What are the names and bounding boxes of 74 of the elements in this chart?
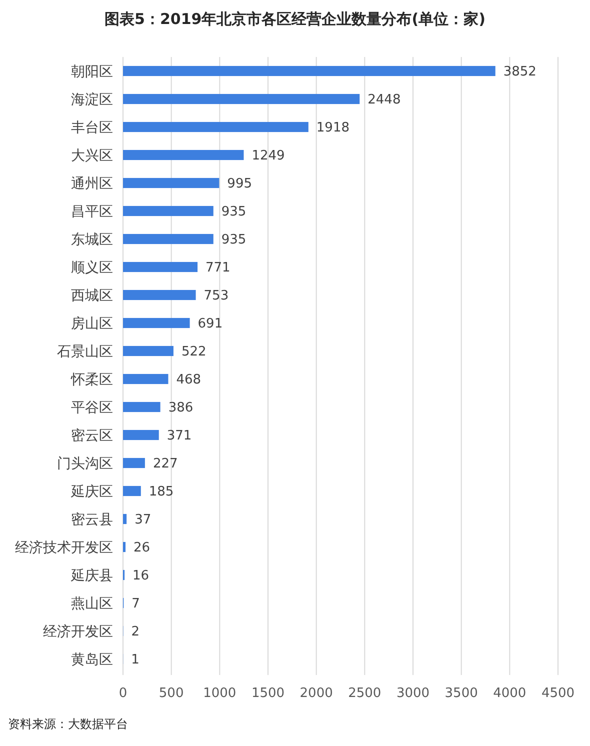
y-tick-label: 房山区 <box>71 316 113 332</box>
y-tick-label: 大兴区 <box>71 148 113 164</box>
bar <box>123 374 168 384</box>
y-tick-label: 燕山区 <box>71 596 113 612</box>
data-label: 753 <box>204 288 229 304</box>
x-tick-label: 500 <box>158 686 184 701</box>
y-tick-label: 密云县 <box>71 512 113 528</box>
bar <box>123 290 196 300</box>
data-label: 468 <box>176 372 202 388</box>
y-tick-label: 东城区 <box>71 232 113 248</box>
y-tick-label: 门头沟区 <box>57 456 113 472</box>
data-label: 2 <box>131 624 140 640</box>
bar <box>123 206 214 216</box>
bar <box>123 430 159 440</box>
y-tick-label: 昌平区 <box>71 204 113 220</box>
y-tick-label: 延庆区 <box>70 484 113 500</box>
bar <box>123 262 198 272</box>
y-tick-label: 怀柔区 <box>70 372 113 388</box>
bar <box>123 402 160 412</box>
bar <box>123 178 220 188</box>
bar <box>123 486 141 496</box>
bar <box>123 458 145 468</box>
bar <box>123 514 127 524</box>
data-label: 16 <box>132 568 150 584</box>
y-tick-label: 西城区 <box>71 288 113 304</box>
data-label: 691 <box>198 316 223 332</box>
data-label: 386 <box>168 400 194 416</box>
y-tick-label: 海淀区 <box>71 92 113 108</box>
bar <box>123 94 360 104</box>
y-tick-label: 石景山区 <box>57 344 113 360</box>
data-label: 1 <box>131 652 140 668</box>
y-tick-label: 延庆县 <box>70 568 113 584</box>
bar <box>123 234 214 244</box>
y-tick-label: 通州区 <box>71 176 113 192</box>
x-tick-label: 1000 <box>203 686 236 701</box>
bar <box>123 66 496 76</box>
data-label: 995 <box>227 176 252 192</box>
data-label: 2448 <box>368 92 401 108</box>
data-label: 522 <box>181 344 206 360</box>
data-label: 185 <box>148 484 174 500</box>
data-label: 7 <box>132 596 140 612</box>
y-tick-label: 平谷区 <box>71 400 113 416</box>
data-label: 371 <box>166 428 192 444</box>
x-tick-label: 4000 <box>493 686 526 701</box>
data-label: 935 <box>221 204 246 220</box>
y-tick-label: 朝阳区 <box>71 64 113 80</box>
data-label: 227 <box>152 456 178 472</box>
x-tick-label: 1500 <box>251 686 285 701</box>
data-label: 1249 <box>252 148 285 164</box>
text: 资料来源：大数据平台 <box>8 717 128 731</box>
x-tick-label: 3500 <box>444 686 478 701</box>
y-tick-label: 经济技术开发区 <box>15 540 113 556</box>
x-tick-label: 2500 <box>348 686 382 701</box>
y-tick-label: 丰台区 <box>71 120 113 136</box>
x-tick-label: 4500 <box>541 686 575 701</box>
x-tick-label: 2000 <box>300 686 333 701</box>
data-label: 37 <box>134 512 152 528</box>
x-tick-label: 3000 <box>396 686 430 701</box>
bar <box>123 150 244 160</box>
bar <box>123 346 174 356</box>
bar <box>123 122 308 132</box>
data-label: 771 <box>206 260 230 276</box>
data-label: 1918 <box>316 120 350 136</box>
bar <box>123 318 190 328</box>
data-label: 26 <box>134 540 150 556</box>
data-label: 3852 <box>503 64 536 80</box>
y-tick-label: 顺义区 <box>71 260 113 276</box>
data-label: 935 <box>221 232 246 248</box>
y-tick-label: 黄岛区 <box>71 652 113 668</box>
y-tick-label: 经济开发区 <box>43 624 113 640</box>
bar <box>123 542 126 552</box>
y-tick-label: 密云区 <box>71 428 113 444</box>
chart-title: 图表5：2019年北京市各区经营企业数量分布(单位：家) <box>104 10 486 28</box>
x-tick-label: 0 <box>118 686 128 701</box>
